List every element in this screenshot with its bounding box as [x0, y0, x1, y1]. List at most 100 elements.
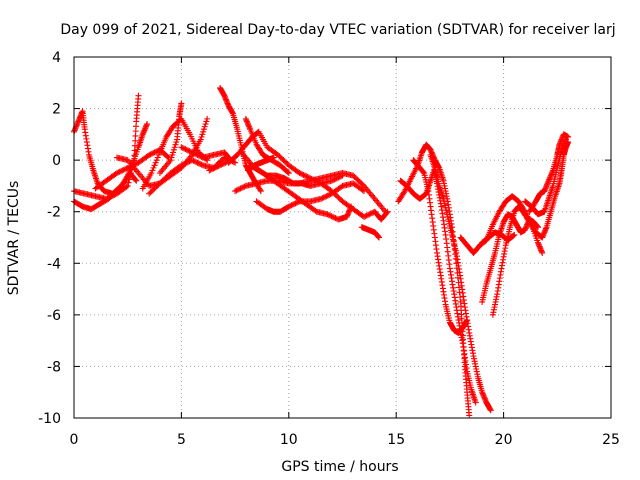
data-point [236, 186, 243, 193]
series-track-n [253, 180, 367, 215]
data-point [146, 151, 153, 158]
data-point [185, 159, 192, 166]
data-point [103, 195, 110, 202]
data-point [178, 100, 185, 107]
data-point [466, 412, 473, 419]
data-point [214, 163, 221, 170]
data-point [197, 161, 204, 168]
chart-title: Day 099 of 2021, Sidereal Day-to-day VTE… [60, 22, 615, 38]
data-point [155, 181, 162, 188]
data-point [296, 170, 303, 177]
plot-frame [73, 56, 612, 419]
data-point [151, 185, 158, 192]
y-tick-label: 4 [52, 50, 61, 66]
data-point [359, 187, 366, 194]
series-track-v [427, 151, 494, 414]
data-point [159, 177, 166, 184]
data-point [331, 176, 338, 183]
data-point [356, 179, 363, 186]
data-point [189, 149, 196, 156]
data-point [168, 154, 175, 161]
data-point [217, 162, 224, 169]
data-points [71, 84, 572, 419]
data-point [277, 154, 284, 161]
data-point [362, 213, 369, 220]
series-track-s [397, 164, 479, 406]
data-point [219, 161, 226, 168]
data-point [240, 184, 247, 191]
data-point [348, 203, 355, 210]
data-point [144, 121, 151, 128]
series-track-q [244, 154, 277, 174]
data-point [199, 131, 206, 138]
series-track-u [395, 141, 473, 419]
data-point [164, 153, 171, 160]
y-tick-label: -8 [47, 359, 61, 375]
data-point [324, 211, 331, 218]
data-point [182, 146, 189, 153]
data-point [295, 199, 302, 206]
data-point [146, 190, 153, 197]
data-point [565, 133, 572, 140]
data-point [283, 159, 290, 166]
data-point [178, 144, 185, 151]
data-point [472, 399, 479, 406]
data-point [154, 182, 161, 189]
data-point [207, 166, 214, 173]
data-point [127, 173, 134, 180]
data-point [132, 176, 139, 183]
data-point [170, 146, 177, 153]
data-point [241, 183, 248, 190]
x-tick-label: 10 [280, 432, 298, 448]
data-point [275, 151, 282, 158]
data-point [183, 159, 190, 166]
data-point [150, 164, 157, 171]
y-tick-label: -2 [47, 205, 61, 221]
data-point [191, 150, 198, 157]
series-track-ab [479, 229, 518, 246]
data-point [158, 179, 165, 186]
data-point [121, 179, 128, 186]
data-point [335, 194, 342, 201]
data-point [148, 188, 155, 195]
data-point [183, 146, 190, 153]
x-axis-label: GPS time / hours [281, 459, 398, 475]
x-tick-label: 5 [177, 432, 186, 448]
data-point [148, 170, 155, 177]
data-point [303, 173, 310, 180]
data-point [285, 170, 292, 177]
data-point [211, 164, 218, 171]
data-point [186, 148, 193, 155]
data-point [117, 168, 124, 175]
data-point [339, 172, 346, 179]
data-point [186, 158, 193, 165]
data-point [167, 157, 174, 164]
data-point [213, 164, 220, 171]
data-point [193, 151, 200, 158]
data-point [113, 170, 120, 177]
data-point [382, 208, 389, 215]
data-point [190, 150, 197, 157]
data-point [232, 188, 239, 195]
data-point [331, 214, 338, 221]
data-point [336, 173, 343, 180]
data-point [332, 175, 339, 182]
data-point [299, 171, 306, 178]
data-point [164, 172, 171, 179]
y-tick-label: 2 [52, 102, 61, 118]
data-point [200, 126, 207, 133]
y-tick-label: -6 [47, 308, 61, 324]
data-point [218, 161, 225, 168]
data-point [329, 213, 336, 220]
data-point [297, 170, 304, 177]
data-point [152, 159, 159, 166]
data-point [126, 176, 133, 183]
data-point [147, 151, 154, 158]
data-point [107, 193, 114, 200]
data-point [178, 162, 185, 169]
data-point [160, 176, 167, 183]
data-point [171, 144, 178, 151]
data-point [155, 151, 162, 158]
data-point [383, 209, 390, 216]
data-point [115, 169, 122, 176]
